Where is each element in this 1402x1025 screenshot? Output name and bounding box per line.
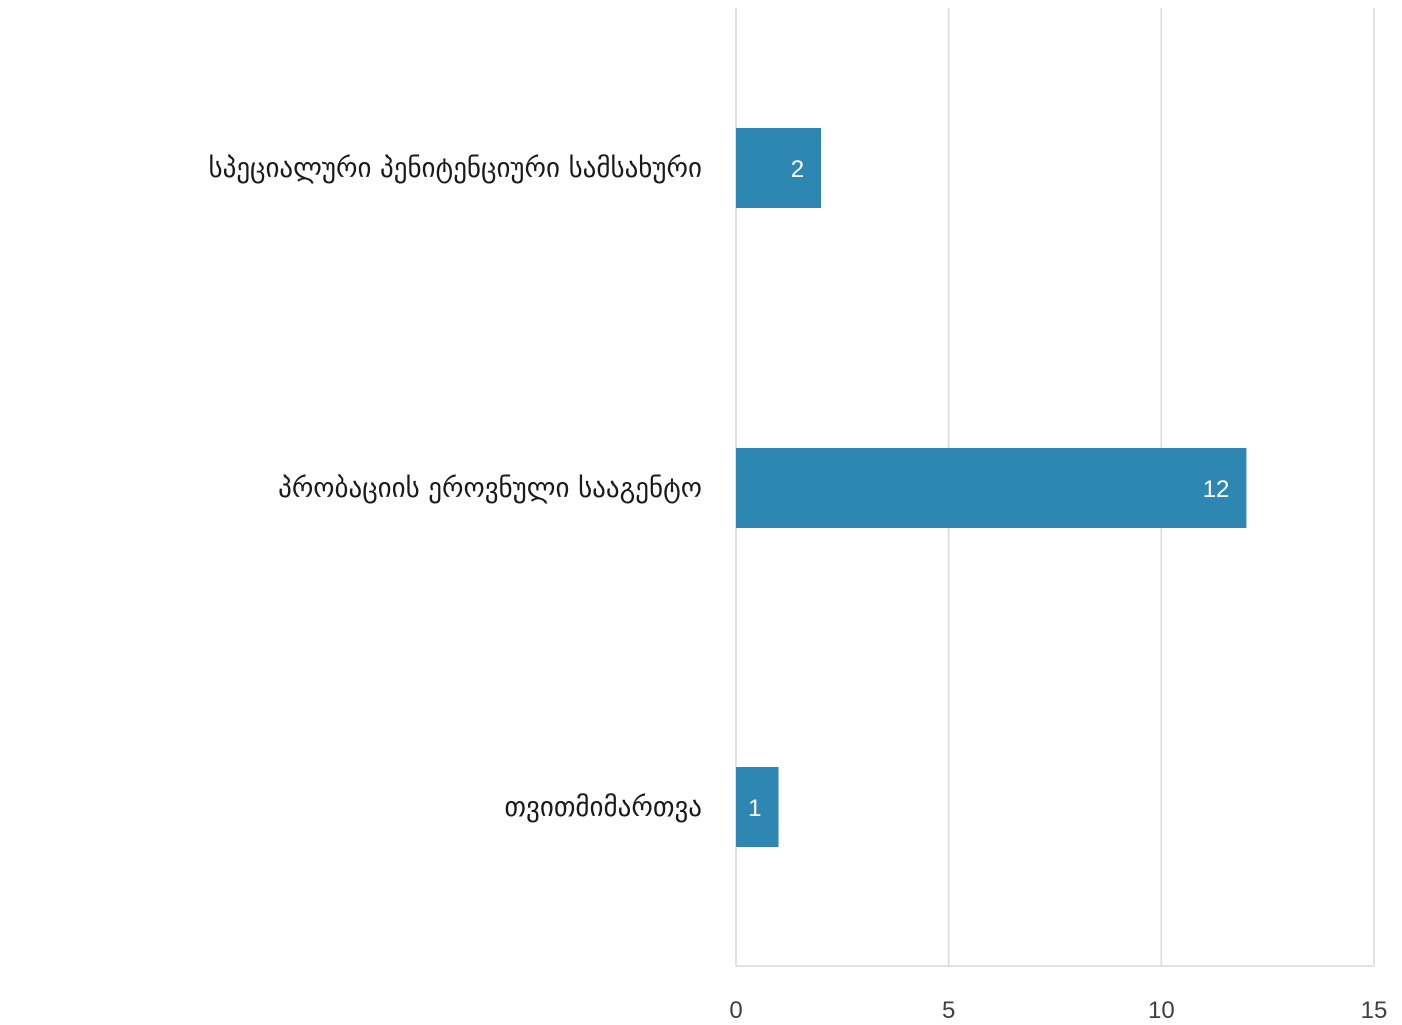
bar-0 xyxy=(736,128,822,208)
x-tick-label-15: 15 xyxy=(1361,997,1388,1024)
data-label-0: 2 xyxy=(791,156,804,183)
category-label-1: პრობაციის ეროვნული სააგენტო xyxy=(278,473,702,504)
x-tick-label-5: 5 xyxy=(942,997,955,1024)
data-label-1: 12 xyxy=(1203,476,1230,503)
category-label-0: სპეციალური პენიტენციური სამსახური xyxy=(209,153,703,184)
data-labels: 2 12 1 xyxy=(748,156,1229,822)
x-tick-label-10: 10 xyxy=(1148,997,1175,1024)
bar-2 xyxy=(736,767,779,847)
x-tick-labels: 0 5 10 15 xyxy=(729,997,1387,1024)
bar-1 xyxy=(736,448,1247,528)
bars xyxy=(736,128,1247,847)
x-tick-label-0: 0 xyxy=(729,997,742,1024)
category-labels: სპეციალური პენიტენციური სამსახური პრობაცი… xyxy=(209,153,703,823)
category-label-2: თვითმიმართვა xyxy=(504,792,702,823)
data-label-2: 1 xyxy=(748,795,761,822)
